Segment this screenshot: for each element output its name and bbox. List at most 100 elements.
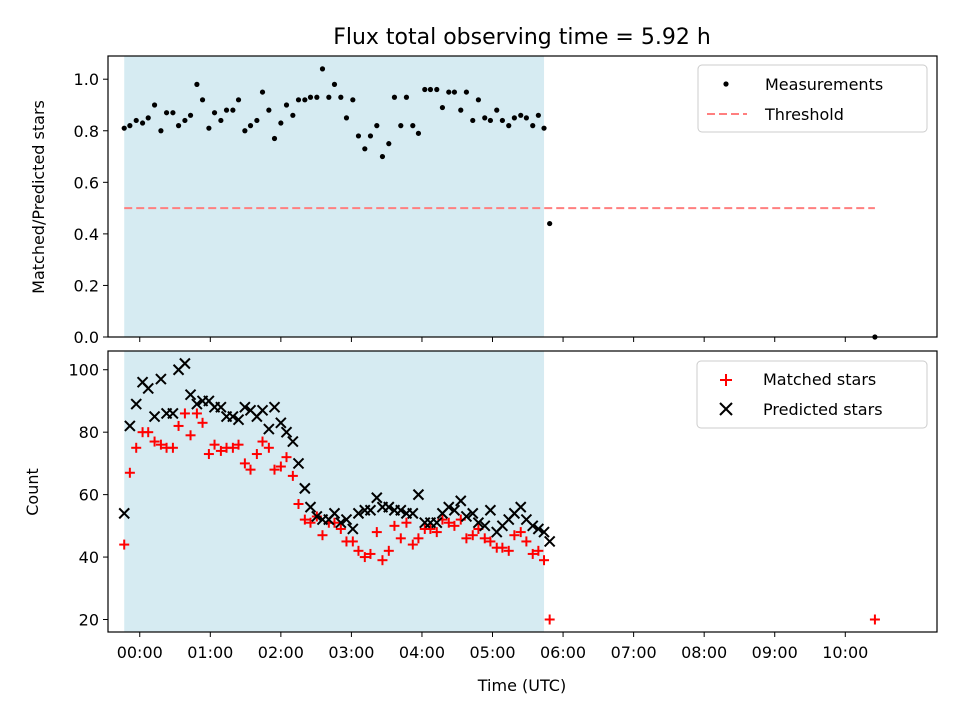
x-tick-label: 09:00 — [752, 643, 798, 662]
measurement-point — [187, 112, 194, 118]
matched-point — [479, 533, 490, 544]
bottom-panel: 20 40 60 80 100 00:00 01:00 02:00 03:00 04:00 05:… — [23, 350, 938, 695]
matched-point — [239, 458, 250, 469]
matched-point — [257, 436, 268, 447]
matched-point — [335, 523, 346, 534]
predicted-point — [311, 510, 323, 523]
predicted-point — [383, 501, 395, 513]
measurement-point — [338, 94, 344, 100]
measurement-point — [218, 117, 224, 124]
measurement-point — [194, 81, 200, 87]
predicted-point — [304, 501, 317, 513]
measurement-point — [326, 94, 332, 100]
matched-point — [149, 436, 160, 447]
matched-point — [281, 452, 292, 463]
matched-point — [269, 464, 280, 475]
top-axes-frame — [107, 55, 938, 338]
predicted-point — [148, 410, 161, 423]
matched-point — [179, 408, 190, 419]
predicted-point — [130, 398, 142, 410]
y-tick-label: 0.4 — [74, 225, 99, 244]
measurement-point — [374, 123, 380, 129]
matched-point — [431, 527, 442, 538]
measurement-point — [235, 97, 242, 103]
measurement-point — [446, 89, 452, 95]
measurement-point — [283, 102, 290, 108]
predicted-point — [118, 507, 130, 520]
measurement-point — [302, 97, 308, 103]
matched-point — [155, 439, 166, 450]
measurement-point — [170, 110, 176, 116]
predicted-point — [538, 526, 550, 538]
measurement-point — [350, 97, 356, 103]
predicted-point — [371, 492, 383, 504]
predicted-point — [479, 520, 491, 532]
matched-point — [515, 527, 526, 538]
predicted-point — [191, 398, 203, 410]
predicted-point — [515, 501, 527, 513]
legend-marker-predicted — [719, 402, 733, 416]
predicted-point — [275, 417, 287, 429]
predicted-point — [431, 517, 443, 529]
matched-point — [407, 539, 418, 550]
x-tick-label: 00:00 — [117, 643, 163, 662]
matched-point — [413, 533, 424, 544]
y-tick-label: 40 — [79, 548, 99, 567]
y-tick-label: 1.0 — [74, 70, 99, 89]
matched-point — [539, 555, 550, 566]
predicted-point — [532, 523, 545, 535]
predicted-point — [352, 507, 365, 520]
legend-label-threshold: Threshold — [764, 105, 844, 124]
matched-point — [359, 552, 370, 563]
measurement-point — [523, 115, 529, 121]
x-tick-label: 10:00 — [822, 643, 868, 662]
x-tick-label: 05:00 — [469, 643, 515, 662]
measurement-point — [242, 128, 248, 134]
top-legend: Measurements Threshold — [697, 64, 928, 133]
y-tick-label: 0.2 — [74, 276, 99, 295]
measurement-point — [362, 146, 368, 152]
observing-window-shade — [124, 56, 545, 337]
measurement-point — [295, 97, 302, 103]
predicted-point — [412, 488, 425, 501]
predicted-point — [227, 410, 239, 423]
bottom-legend: Matched stars Predicted stars — [696, 360, 928, 429]
matched-point — [293, 498, 304, 509]
legend-marker-matched — [720, 374, 732, 386]
matched-point — [443, 517, 454, 528]
measurement-point — [127, 123, 133, 129]
predicted-point — [239, 401, 251, 413]
predicted-point — [292, 457, 305, 470]
matched-point — [203, 449, 214, 460]
measurement-point — [247, 123, 254, 129]
measurement-point — [266, 107, 272, 113]
matched-point — [305, 517, 316, 528]
measurement-point — [290, 112, 296, 118]
x-tick-label: 06:00 — [540, 643, 586, 662]
legend-marker-measurements — [723, 81, 729, 87]
predicted-point — [443, 501, 455, 513]
matched-point — [173, 420, 184, 431]
predicted-point — [184, 389, 197, 401]
measurement-point — [547, 220, 553, 227]
matched-point — [191, 408, 202, 419]
matched-point — [527, 548, 538, 559]
measurement-point — [151, 102, 158, 108]
measurement-point — [206, 125, 212, 131]
y-tick-label: 0.6 — [74, 173, 99, 192]
predicted-point — [460, 510, 473, 523]
matched-point — [251, 449, 262, 460]
measurement-point — [331, 81, 338, 87]
measurement-point — [518, 112, 524, 118]
matched-point — [383, 545, 394, 556]
measurement-point — [511, 115, 517, 121]
predicted-point — [448, 504, 461, 516]
predicted-point — [340, 513, 353, 526]
matched-point — [389, 520, 400, 531]
predicted-point — [484, 504, 497, 516]
measurement-point — [410, 123, 416, 129]
matched-point — [245, 464, 256, 475]
predicted-point — [527, 520, 539, 532]
x-axis-label: Time (UTC) — [477, 676, 566, 695]
measurement-point — [482, 115, 488, 121]
